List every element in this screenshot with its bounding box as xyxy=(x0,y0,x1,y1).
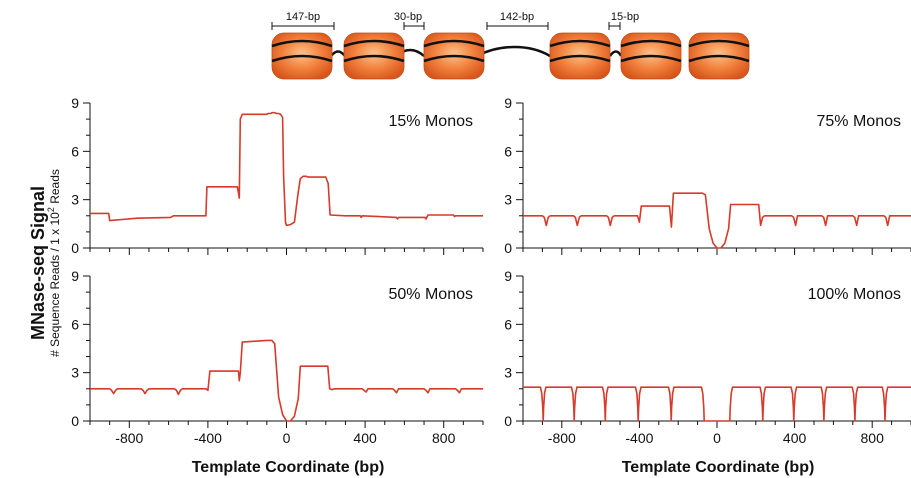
y-tick-label: 9 xyxy=(504,268,512,284)
panel-title: 100% Monos xyxy=(808,286,901,303)
panel-title: 15% Monos xyxy=(389,113,474,130)
y-tick-label: 6 xyxy=(504,143,512,159)
x-tick-label: 800 xyxy=(432,430,456,446)
y-tick-label: 9 xyxy=(504,95,512,111)
nucleosome-5 xyxy=(620,32,682,80)
x-tick-label: -800 xyxy=(548,430,576,446)
x-tick-label: 0 xyxy=(283,430,291,446)
panel-title: 75% Monos xyxy=(817,113,902,130)
spacing-bracket-1: 147-bp xyxy=(271,11,335,30)
spacing-label: 147-bp xyxy=(286,11,320,23)
spacing-bracket-3: 142-bp xyxy=(486,11,549,30)
y-tick-label: 3 xyxy=(71,192,79,208)
y-tick-label: 3 xyxy=(71,365,79,381)
nucleosome-1 xyxy=(271,32,333,80)
panel-3: 0 3 6 9 -800 -400 0 400 800 50% Monos xyxy=(71,268,484,446)
y-tick-label: 0 xyxy=(504,240,512,256)
y-axis-title: MNase-seq Signal # Sequence Reads / 1 x … xyxy=(28,169,62,357)
dna-linker-path xyxy=(330,45,623,58)
signal-line xyxy=(90,339,483,422)
nucleosome-3 xyxy=(423,32,485,80)
spacing-bracket-2: 30-bp xyxy=(394,11,425,30)
x-tick-label: 400 xyxy=(783,430,807,446)
y-tick-label: 3 xyxy=(504,365,512,381)
y-tick-label: 9 xyxy=(71,268,79,284)
x-axis-title-right: Template Coordinate (bp) xyxy=(622,459,815,476)
nucleosome-4 xyxy=(549,32,611,80)
x-tick-label: -400 xyxy=(625,430,653,446)
spacing-label: 142-bp xyxy=(500,11,534,23)
nucleosome-2 xyxy=(343,32,405,80)
signal-line xyxy=(523,192,911,249)
y-title-sub: # Sequence Reads / 1 x 102 Reads xyxy=(46,169,62,357)
spacing-label: 15-bp xyxy=(611,11,639,23)
signal-line xyxy=(90,111,483,227)
x-tick-label: 0 xyxy=(713,430,721,446)
x-tick-label: 800 xyxy=(861,430,885,446)
y-tick-label: 3 xyxy=(504,192,512,208)
spacing-bracket-4: 15-bp xyxy=(608,11,639,30)
y-tick-label: 6 xyxy=(504,316,512,332)
x-tick-label: -400 xyxy=(194,430,222,446)
panel-1: 0 3 6 9 15% Monos xyxy=(71,95,484,256)
panel-4: 0 3 6 9 -800 -400 0 400 800 100% Monos xyxy=(504,268,911,446)
x-axis-title-left: Template Coordinate (bp) xyxy=(192,459,385,476)
y-tick-label: 6 xyxy=(71,143,79,159)
y-tick-label: 0 xyxy=(71,240,79,256)
y-tick-label: 0 xyxy=(504,413,512,429)
y-tick-label: 0 xyxy=(71,413,79,429)
panel-title: 50% Monos xyxy=(389,286,474,303)
y-title-main: MNase-seq Signal xyxy=(28,186,48,340)
x-tick-label: 400 xyxy=(353,430,377,446)
x-tick-label: -800 xyxy=(115,430,143,446)
nucleosome-6 xyxy=(688,32,750,80)
y-tick-label: 6 xyxy=(71,316,79,332)
spacing-label: 30-bp xyxy=(394,11,422,23)
nucleosome-diagram: 147-bp 30-bp 142-bp 15-bp xyxy=(271,11,750,80)
signal-line xyxy=(523,386,911,422)
y-tick-label: 9 xyxy=(71,95,79,111)
panel-2: 0 3 6 9 75% Monos xyxy=(504,95,911,256)
